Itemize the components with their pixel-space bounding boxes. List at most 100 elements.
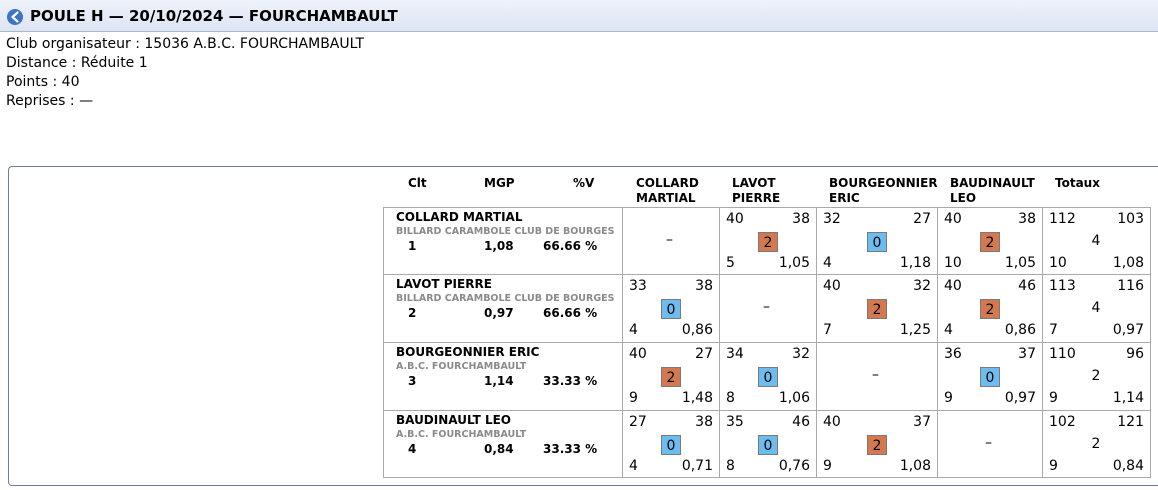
score-opponent: 32 [913,278,931,294]
player-rank: 3 [408,374,417,388]
match-points-badge: 2 [867,435,887,455]
match-points-badge: 2 [980,232,1000,252]
score-opponent: 121 [1117,414,1144,430]
title-bar: POULE H — 20/10/2024 — FOURCHAMBAULT [0,0,1158,32]
header-player-2: LAVOT PIERRE [732,176,781,205]
score-points: 102 [1049,414,1076,430]
match-points-total: 2 [1091,436,1101,452]
score-opponent: 116 [1117,278,1144,294]
score-opponent: 96 [1126,346,1144,362]
score-opponent: 38 [792,211,810,227]
score-points: 110 [1049,346,1076,362]
grid-line [937,207,938,478]
match-points-badge: 2 [661,367,681,387]
average: 1,05 [778,255,810,271]
page-title: POULE H — 20/10/2024 — FOURCHAMBAULT [30,7,398,25]
score-points: 40 [944,278,962,294]
self-match-dash: – [872,367,879,383]
average: 1,08 [899,458,931,474]
innings: 4 [823,255,832,271]
innings: 4 [629,322,638,338]
score-opponent: 32 [792,346,810,362]
match-points-total: 4 [1091,233,1101,249]
match-points-badge: 2 [980,299,1000,319]
grid-line [1150,207,1151,478]
player-name: COLLARD MARTIAL [396,210,523,224]
header-clt: Clt [408,176,427,190]
player-mgp: 1,08 [484,239,514,253]
back-arrow-icon[interactable] [7,9,23,25]
match-points-total: 2 [1091,368,1101,384]
player-rank: 2 [408,306,417,320]
header-pv: %V [573,176,595,190]
score-opponent: 37 [913,414,931,430]
distance: Distance : Réduite 1 [6,55,148,71]
player-name: BAUDINAULT LEO [396,413,512,427]
score-points: 112 [1049,211,1076,227]
player-win-percent: 66.66 % [543,239,598,253]
organizer-club: Club organisateur : 15036 A.B.C. FOURCHA… [6,36,365,52]
score-opponent: 27 [695,346,713,362]
grid-line [383,207,384,478]
innings: 10 [1049,255,1067,271]
average: 0,71 [681,458,713,474]
match-points-total: 4 [1091,300,1101,316]
grid-line [383,477,1151,478]
innings: 9 [1049,390,1058,406]
results-panel [8,166,1158,486]
average: 0,86 [681,322,713,338]
score-points: 40 [629,346,647,362]
innings: 9 [944,390,953,406]
grid-line [383,410,1151,411]
reprises: Reprises : — [6,93,94,109]
player-win-percent: 66.66 % [543,306,598,320]
average: 0,97 [1112,322,1144,338]
innings: 7 [823,322,832,338]
match-points-badge: 0 [661,435,681,455]
self-match-dash: – [763,299,770,315]
score-opponent: 38 [695,414,713,430]
score-points: 34 [726,346,744,362]
innings: 4 [944,322,953,338]
match-points-badge: 0 [758,367,778,387]
score-points: 32 [823,211,841,227]
header-player-4: BAUDINAULT LEO [950,176,1035,205]
header-totaux: Totaux [1055,176,1100,190]
player-name: BOURGEONNIER ERIC [396,345,540,359]
match-points-badge: 0 [980,367,1000,387]
average: 0,84 [1112,458,1144,474]
match-points-badge: 2 [758,232,778,252]
player-win-percent: 33.33 % [543,374,598,388]
average: 0,97 [1004,390,1036,406]
innings: 8 [726,458,735,474]
match-points-badge: 0 [758,435,778,455]
match-points-badge: 0 [867,232,887,252]
player-name: LAVOT PIERRE [396,277,492,291]
match-points-badge: 0 [661,299,681,319]
average: 1,18 [899,255,931,271]
player-club: A.B.C. FOURCHAMBAULT [396,429,527,440]
score-opponent: 37 [1018,346,1036,362]
score-opponent: 27 [913,211,931,227]
player-mgp: 0,97 [484,306,514,320]
player-club: BILLARD CARAMBOLE CLUB DE BOURGES [396,293,615,304]
score-points: 27 [629,414,647,430]
innings: 5 [726,255,735,271]
grid-line [383,274,1151,275]
innings: 4 [629,458,638,474]
average: 1,25 [899,322,931,338]
score-opponent: 38 [1018,211,1036,227]
header-mgp: MGP [484,176,515,190]
average: 1,08 [1112,255,1144,271]
score-points: 40 [823,414,841,430]
score-points: 40 [944,211,962,227]
average: 0,76 [778,458,810,474]
average: 0,86 [1004,322,1036,338]
innings: 9 [823,458,832,474]
average: 1,48 [681,390,713,406]
grid-line [383,207,1151,208]
score-points: 113 [1049,278,1076,294]
innings: 8 [726,390,735,406]
player-club: A.B.C. FOURCHAMBAULT [396,361,527,372]
self-match-dash: – [666,232,673,248]
